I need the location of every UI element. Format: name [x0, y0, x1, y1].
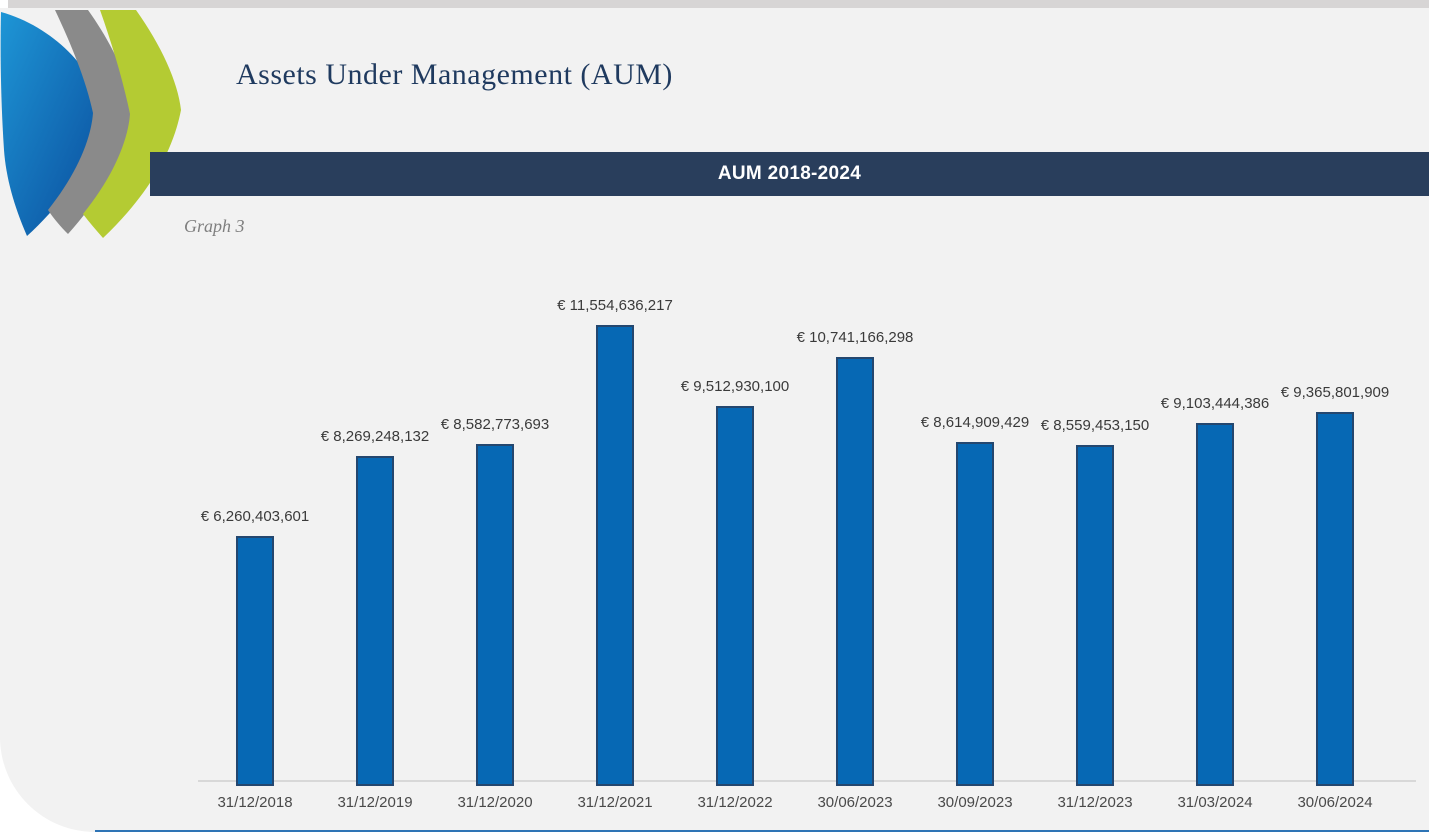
bar-value-label: € 6,260,403,601 — [200, 508, 310, 525]
bar-30-06-2024 — [1316, 412, 1354, 786]
bar-value-label: € 9,512,930,100 — [680, 378, 790, 395]
x-axis-label: 31/12/2020 — [457, 794, 533, 811]
logo-green-chevron-icon — [83, 10, 181, 238]
bar-value-label: € 9,365,801,909 — [1280, 384, 1390, 401]
x-axis-label: 31/12/2023 — [1057, 794, 1133, 811]
bar-31-12-2020 — [476, 444, 514, 786]
x-axis-label: 30/06/2024 — [1297, 794, 1373, 811]
logo-blue-chevron-icon — [0, 12, 102, 236]
x-axis-label: 31/03/2024 — [1177, 794, 1253, 811]
section-banner: AUM 2018-2024 — [150, 152, 1429, 196]
bar-31-12-2018 — [236, 536, 274, 786]
x-axis-label: 30/06/2023 — [817, 794, 893, 811]
x-axis-label: 31/12/2019 — [337, 794, 413, 811]
x-axis-label: 31/12/2022 — [697, 794, 773, 811]
top-strip — [8, 0, 1429, 8]
bar-value-label: € 11,554,636,217 — [557, 297, 673, 314]
graph-caption: Graph 3 — [184, 216, 245, 236]
bar-value-label: € 10,741,166,298 — [796, 329, 914, 346]
logo-gray-chevron-icon — [48, 10, 133, 234]
x-axis-line — [198, 780, 1416, 782]
bar-value-label: € 9,103,444,386 — [1160, 395, 1270, 412]
bar-31-12-2023 — [1076, 445, 1114, 786]
bar-value-label: € 8,559,453,150 — [1040, 417, 1150, 434]
bottom-accent-line — [95, 830, 1429, 832]
bar-31-12-2021 — [596, 325, 634, 786]
company-logo — [0, 10, 181, 238]
bar-value-label: € 8,614,909,429 — [920, 414, 1030, 431]
x-axis-label: 31/12/2018 — [217, 794, 293, 811]
bar-31-12-2022 — [716, 406, 754, 786]
bar-31-12-2019 — [356, 456, 394, 786]
page-title: Assets Under Management (AUM) — [236, 58, 673, 91]
x-axis-label: 30/09/2023 — [937, 794, 1013, 811]
bar-30-06-2023 — [836, 357, 874, 786]
bar-31-03-2024 — [1196, 423, 1234, 786]
banner-title: AUM 2018-2024 — [717, 163, 862, 184]
bar-value-label: € 8,582,773,693 — [440, 416, 550, 433]
bar-value-label: € 8,269,248,132 — [320, 428, 430, 445]
bar-30-09-2023 — [956, 442, 994, 786]
x-axis-label: 31/12/2021 — [577, 794, 653, 811]
